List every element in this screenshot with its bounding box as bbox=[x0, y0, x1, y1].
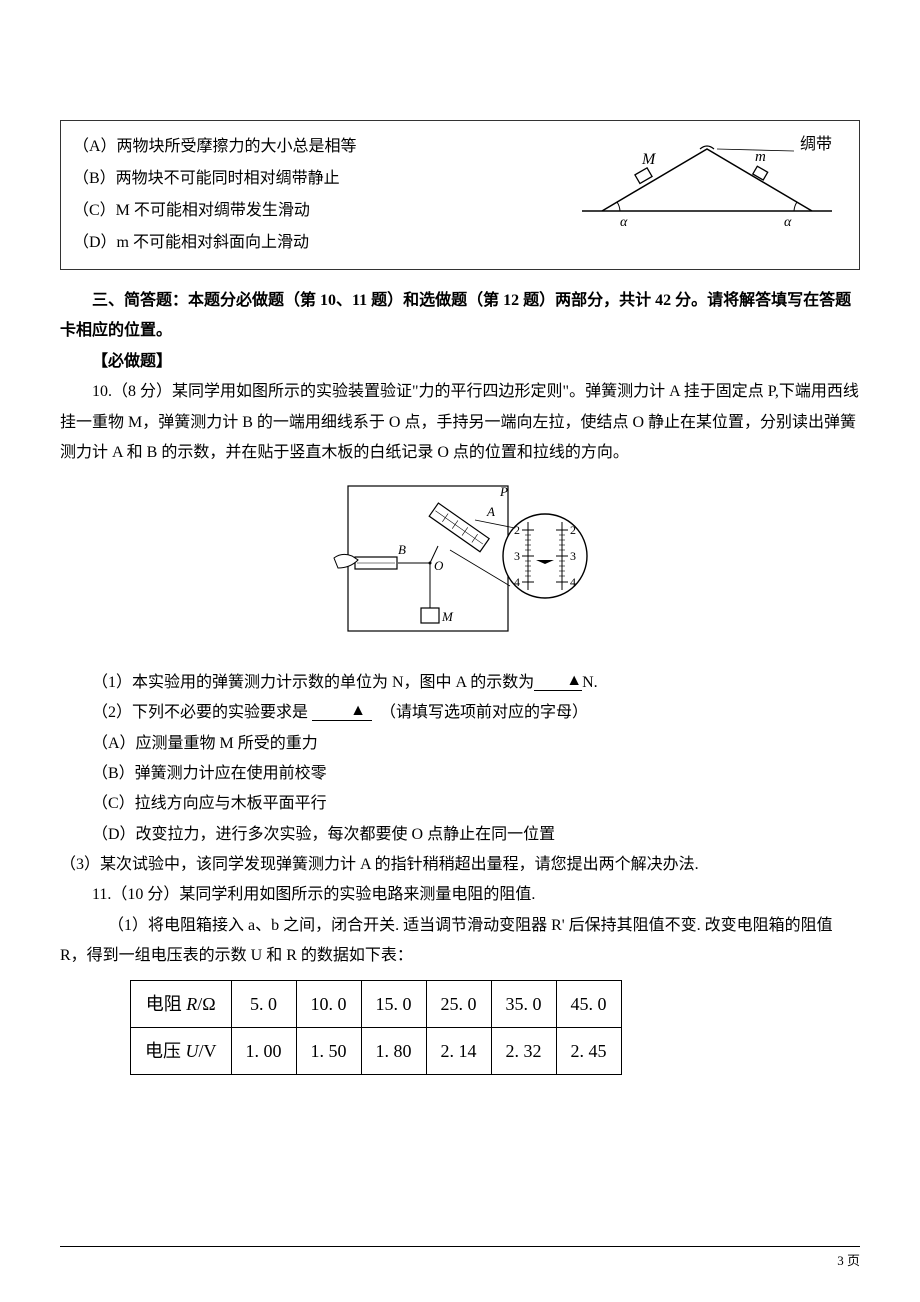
scale-l-4: 4 bbox=[514, 575, 520, 589]
q9-option-b: （B）两物块不可能同时相对绸带静止 bbox=[73, 163, 547, 195]
q10-sub1: （1）本实验用的弹簧测力计示数的单位为 N，图中 A 的示数为▲N. bbox=[60, 668, 860, 698]
table-cell: 25. 0 bbox=[426, 980, 491, 1027]
q10-sub1-pre: （1）本实验用的弹簧测力计示数的单位为 N，图中 A 的示数为 bbox=[92, 674, 534, 691]
table-cell: 10. 0 bbox=[296, 980, 361, 1027]
label-m: m bbox=[755, 149, 766, 165]
q10-opt-c: （C）拉线方向应与木板平面平行 bbox=[60, 789, 860, 819]
table-row: 电压 U/V 1. 00 1. 50 1. 80 2. 14 2. 32 2. … bbox=[131, 1027, 622, 1074]
fig-label-A: A bbox=[486, 504, 495, 519]
table-cell: 2. 14 bbox=[426, 1027, 491, 1074]
table-cell: 2. 45 bbox=[556, 1027, 621, 1074]
q11-data-table: 电阻 R/Ω 5. 0 10. 0 15. 0 25. 0 35. 0 45. … bbox=[130, 980, 622, 1075]
label-belt: 绸带 bbox=[800, 135, 832, 153]
scale-l-3: 3 bbox=[514, 549, 520, 563]
table-cell: 1. 80 bbox=[361, 1027, 426, 1074]
q9-diagram: M m 绸带 α α bbox=[567, 131, 847, 259]
table-cell: 45. 0 bbox=[556, 980, 621, 1027]
table-cell: 2. 32 bbox=[491, 1027, 556, 1074]
q9-option-a: （A）两物块所受摩擦力的大小总是相等 bbox=[73, 131, 547, 163]
label-M: M bbox=[641, 151, 657, 168]
triangle-svg: M m 绸带 α α bbox=[572, 131, 842, 231]
q11-lead: 11.（10 分）某同学利用如图所示的实验电路来测量电阻的阻值. bbox=[60, 880, 860, 910]
q10-lead: 10.（8 分）某同学用如图所示的实验装置验证"力的平行四边形定则"。弹簧测力计… bbox=[60, 377, 860, 468]
scale-r-3: 3 bbox=[570, 549, 576, 563]
page-footer: 3 页 bbox=[60, 1246, 860, 1274]
q10-sub1-post: N. bbox=[582, 674, 598, 691]
scale-r-2: 2 bbox=[570, 523, 576, 537]
q11-sub1: （1）将电阻箱接入 a、b 之间，闭合开关. 适当调节滑动变阻器 R' 后保持其… bbox=[60, 911, 860, 972]
table-cell: 5. 0 bbox=[231, 980, 296, 1027]
q9-option-d: （D）m 不可能相对斜面向上滑动 bbox=[73, 227, 547, 259]
q10-sub2-pre: （2）下列不必要的实验要求是 bbox=[92, 704, 312, 721]
q10-sub2-post: （请填写选项前对应的字母） bbox=[380, 704, 588, 721]
label-alpha-right: α bbox=[784, 215, 792, 230]
fig-label-B: B bbox=[398, 542, 406, 557]
label-alpha-left: α bbox=[620, 215, 628, 230]
table-row: 电阻 R/Ω 5. 0 10. 0 15. 0 25. 0 35. 0 45. … bbox=[131, 980, 622, 1027]
q10-opt-d: （D）改变拉力，进行多次实验，每次都要使 O 点静止在同一位置 bbox=[60, 820, 860, 850]
q10-sub3: （3）某次试验中，该同学发现弹簧测力计 A 的指针稍稍超出量程，请您提出两个解决… bbox=[60, 850, 860, 880]
table-cell: 1. 50 bbox=[296, 1027, 361, 1074]
fig-label-O: O bbox=[434, 558, 444, 573]
q10-figure: P A O M bbox=[60, 478, 860, 649]
page-root: （A）两物块所受摩擦力的大小总是相等 （B）两物块不可能同时相对绸带静止 （C）… bbox=[0, 0, 920, 1302]
table-cell: 35. 0 bbox=[491, 980, 556, 1027]
table-cell: 15. 0 bbox=[361, 980, 426, 1027]
page-number: 3 页 bbox=[837, 1253, 860, 1268]
q10-opt-a: （A）应测量重物 M 所受的重力 bbox=[60, 729, 860, 759]
q9-option-c: （C）M 不可能相对绸带发生滑动 bbox=[73, 195, 547, 227]
table-head-u: 电压 U/V bbox=[131, 1027, 232, 1074]
q10-figure-svg: P A O M bbox=[330, 478, 590, 638]
q9-options: （A）两物块所受摩擦力的大小总是相等 （B）两物块不可能同时相对绸带静止 （C）… bbox=[73, 131, 547, 259]
table-head-r: 电阻 R/Ω bbox=[131, 980, 232, 1027]
q10-opt-b: （B）弹簧测力计应在使用前校零 bbox=[60, 759, 860, 789]
blank-fill-1: ▲ bbox=[534, 675, 582, 691]
fig-label-M: M bbox=[441, 609, 454, 624]
q10-sub2: （2）下列不必要的实验要求是 ▲ （请填写选项前对应的字母） bbox=[60, 698, 860, 728]
question9-box: （A）两物块所受摩擦力的大小总是相等 （B）两物块不可能同时相对绸带静止 （C）… bbox=[60, 120, 860, 270]
must-do-label: 【必做题】 bbox=[60, 347, 860, 377]
table-cell: 1. 00 bbox=[231, 1027, 296, 1074]
section3-heading: 三、简答题：本题分必做题（第 10、11 题）和选做题（第 12 题）两部分，共… bbox=[60, 286, 860, 347]
fig-label-P: P bbox=[499, 484, 508, 499]
blank-fill-2: ▲ bbox=[312, 705, 372, 721]
scale-l-2: 2 bbox=[514, 523, 520, 537]
scale-r-4: 4 bbox=[570, 575, 576, 589]
